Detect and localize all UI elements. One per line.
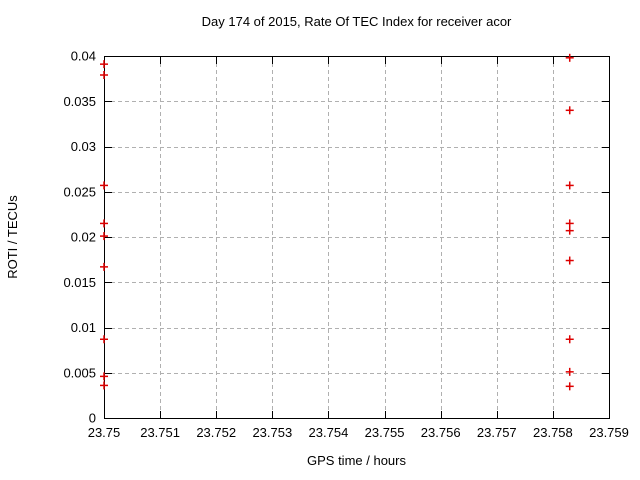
y-tick-label: 0.035 [63, 94, 96, 109]
x-tick-labels: 23.75 23.751 23.752 23.753 23.754 23.755 23.75… [88, 425, 629, 440]
data-point-marker [565, 256, 574, 265]
chart-title: Day 174 of 2015, Rate Of TEC Index for r… [201, 14, 512, 29]
data-point-marker [100, 181, 108, 190]
data-point-marker [565, 106, 574, 115]
x-tick-label: 23.752 [196, 425, 236, 440]
y-tick-label: 0 [89, 411, 96, 426]
data-point-marker [565, 335, 574, 344]
data-point-marker [100, 71, 108, 80]
x-tick-label: 23.751 [140, 425, 180, 440]
data-point-marker [100, 335, 108, 344]
x-tick-label: 23.75 [88, 425, 121, 440]
y-tick-label: 0.04 [71, 49, 96, 64]
data-point-marker [565, 219, 574, 228]
x-tick-label: 23.757 [477, 425, 517, 440]
data-point-marker [565, 382, 574, 391]
data-point-marker [565, 181, 574, 190]
y-axis-title: ROTI / TECUs [5, 195, 20, 279]
x-axis-title: GPS time / hours [307, 453, 406, 468]
data-point-marker [100, 219, 108, 228]
x-tick-label: 23.759 [589, 425, 629, 440]
y-tick-label: 0.005 [63, 365, 96, 380]
data-point-marker [565, 226, 574, 235]
data-point-marker [100, 262, 108, 271]
data-points [100, 53, 574, 391]
data-point-marker [100, 381, 108, 390]
x-tick-label: 23.755 [365, 425, 405, 440]
x-tick-label: 23.756 [421, 425, 461, 440]
x-tick-label: 23.758 [533, 425, 573, 440]
x-tick-label: 23.753 [252, 425, 292, 440]
gridlines [104, 56, 609, 418]
x-tick-label: 23.754 [309, 425, 349, 440]
data-point-marker [565, 367, 574, 376]
data-point-marker [100, 372, 108, 381]
y-tick-label: 0.025 [63, 184, 96, 199]
y-tick-label: 0.02 [71, 230, 96, 245]
y-tick-label: 0.03 [71, 139, 96, 154]
y-tick-labels: 0 0.005 0.01 0.015 0.02 0.025 0.03 0.035 0.04 [63, 49, 96, 426]
y-tick-label: 0.015 [63, 275, 96, 290]
y-tick-label: 0.01 [71, 320, 96, 335]
data-point-marker [100, 60, 108, 69]
data-point-marker [100, 232, 108, 241]
data-point-marker [565, 53, 574, 62]
